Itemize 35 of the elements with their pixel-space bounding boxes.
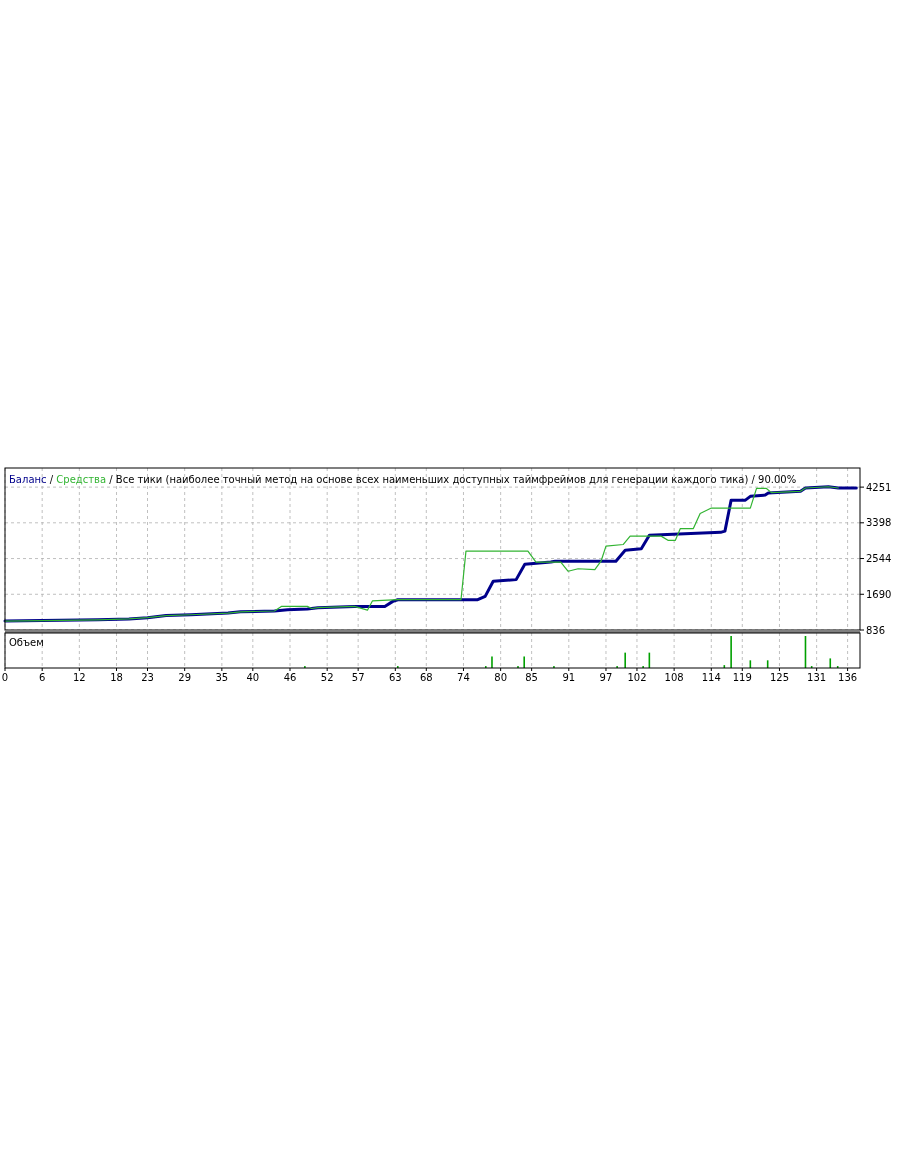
- x-tick-label: 91: [562, 672, 576, 683]
- x-tick-label: 35: [215, 672, 229, 683]
- x-tick-label: 125: [769, 672, 789, 683]
- x-tick-label: 136: [838, 672, 858, 683]
- x-tick-label: 85: [525, 672, 538, 683]
- x-tick-label: 23: [141, 672, 154, 683]
- annotation: /: [46, 474, 57, 485]
- text: / Все тики (наиболее точный метод на основе всех наименьших доступных таймфреймов для генерации каждого тика) / 90.00%: [106, 474, 797, 485]
- text: Средства: [56, 474, 107, 485]
- x-tick-label: 108: [664, 672, 684, 683]
- x-tick-label: 6: [38, 672, 46, 683]
- y-tick-label: 836: [866, 624, 886, 636]
- x-tick-label: 63: [388, 672, 402, 683]
- text: Баланс: [9, 474, 47, 485]
- x-tick-label: 68: [419, 672, 433, 683]
- x-tick-label: 80: [494, 672, 508, 683]
- x-tick-label: 40: [246, 672, 260, 683]
- x-tick-label: 131: [807, 672, 827, 683]
- x-tick-label: 46: [283, 672, 297, 683]
- y-tick-label: 3398: [866, 517, 892, 529]
- x-tick-label: 52: [320, 672, 334, 683]
- y-tick-label: 2544: [866, 553, 892, 565]
- x-tick-label: 29: [178, 672, 192, 683]
- x-tick-label: 97: [599, 672, 613, 683]
- y-tick-label: 4251: [866, 481, 892, 493]
- x-tick-label: 57: [351, 672, 365, 683]
- y-tick-label: 1690: [866, 588, 892, 600]
- x-tick-label: 119: [732, 672, 752, 683]
- chart-title: Объем: [9, 637, 44, 648]
- x-tick-label: 74: [457, 672, 470, 683]
- x-tick-label: 18: [110, 672, 123, 683]
- x-tick-label: 114: [701, 672, 721, 683]
- x-tick-label: 0: [1, 672, 9, 683]
- x-tick-label: 12: [72, 672, 86, 683]
- x-tick-label: 102: [627, 672, 647, 683]
